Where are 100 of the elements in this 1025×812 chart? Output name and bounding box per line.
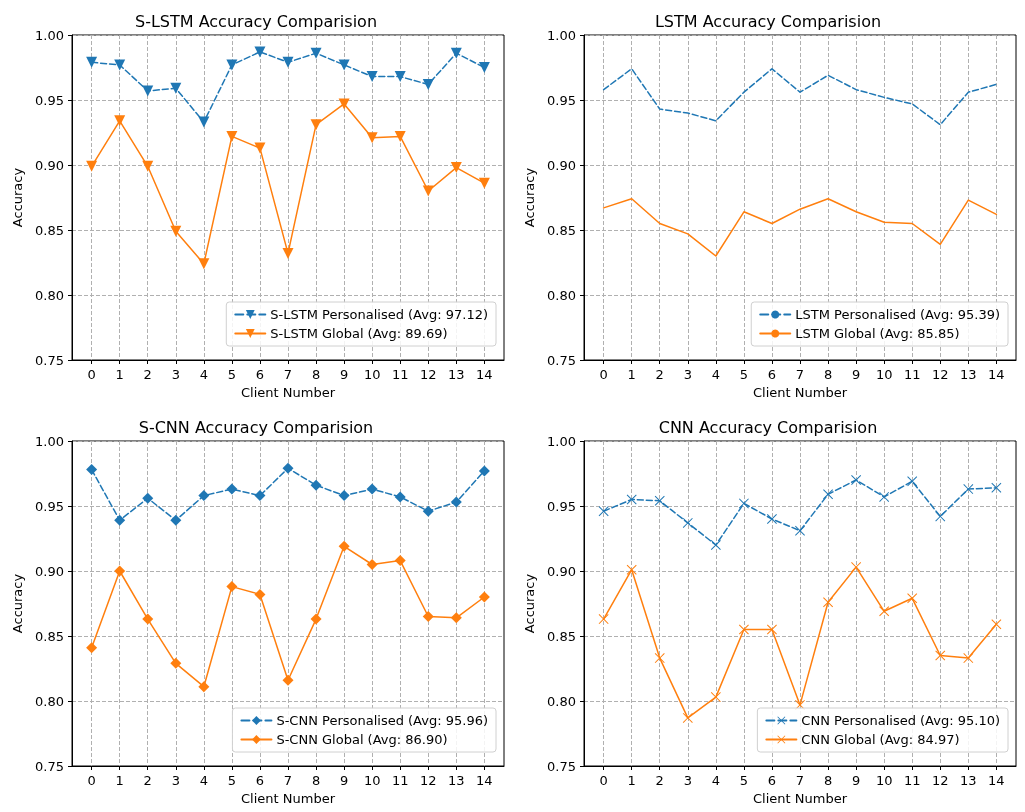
point bbox=[310, 479, 322, 491]
x-tick-label: 6 bbox=[767, 773, 777, 788]
point bbox=[142, 160, 154, 172]
point bbox=[682, 517, 693, 528]
point bbox=[282, 674, 294, 686]
y-tick-label: 0.75 bbox=[35, 758, 64, 774]
point bbox=[738, 498, 749, 509]
point bbox=[598, 614, 609, 625]
point bbox=[282, 462, 294, 474]
point bbox=[907, 476, 918, 487]
x-tick-label: 4 bbox=[711, 367, 720, 382]
x-axis-title: Client Number bbox=[753, 791, 848, 806]
point bbox=[738, 624, 749, 635]
point bbox=[282, 56, 294, 68]
point bbox=[991, 619, 1002, 630]
point bbox=[254, 490, 266, 502]
point bbox=[254, 142, 266, 154]
point bbox=[366, 483, 378, 495]
x-tick-label: 3 bbox=[171, 367, 180, 382]
point bbox=[879, 606, 890, 617]
point bbox=[963, 484, 974, 495]
x-tick-label: 13 bbox=[448, 773, 465, 788]
y-axis-title: Accuracy bbox=[10, 573, 25, 634]
x-tick-label: 10 bbox=[363, 367, 381, 382]
point bbox=[422, 78, 434, 90]
point bbox=[766, 624, 777, 635]
x-tick-label: 5 bbox=[739, 773, 749, 788]
y-tick-label: 0.80 bbox=[35, 693, 64, 709]
point bbox=[114, 115, 126, 127]
x-tick-label: 14 bbox=[988, 367, 1005, 382]
point bbox=[226, 483, 238, 495]
point bbox=[450, 162, 462, 174]
point bbox=[310, 119, 322, 131]
x-tick-label: 12 bbox=[419, 773, 437, 788]
x-tick-label: 9 bbox=[339, 773, 349, 788]
x-tick-label: 6 bbox=[255, 773, 265, 788]
x-tick-label: 2 bbox=[143, 367, 152, 382]
point bbox=[338, 59, 350, 71]
point bbox=[254, 588, 266, 600]
y-tick-label: 0.95 bbox=[35, 92, 64, 108]
x-tick-label: 4 bbox=[711, 773, 720, 788]
point bbox=[654, 495, 665, 506]
x-tick-label: 2 bbox=[655, 367, 664, 382]
x-tick-label: 8 bbox=[311, 367, 321, 382]
point bbox=[226, 59, 238, 71]
x-tick-label: 3 bbox=[171, 773, 180, 788]
point bbox=[963, 653, 974, 664]
chart-title: S-CNN Accuracy Comparision bbox=[138, 417, 374, 437]
point bbox=[338, 490, 350, 502]
x-tick-label: 12 bbox=[931, 367, 949, 382]
point bbox=[366, 132, 378, 144]
legend-label: S-LSTM Personalised (Avg: 97.12) bbox=[270, 307, 489, 322]
point bbox=[310, 613, 322, 625]
y-tick-label: 1.00 bbox=[547, 27, 576, 43]
x-tick-label: 5 bbox=[739, 367, 749, 382]
legend-label: LSTM Personalised (Avg: 95.39) bbox=[795, 307, 1000, 322]
x-tick-label: 11 bbox=[903, 773, 921, 788]
point bbox=[366, 559, 378, 570]
x-tick-label: 14 bbox=[476, 367, 493, 382]
y-tick-label: 0.90 bbox=[547, 563, 576, 579]
x-axis-title: Client Number bbox=[241, 791, 336, 806]
x-tick-label: 7 bbox=[795, 773, 805, 788]
x-tick-label: 5 bbox=[227, 367, 237, 382]
x-tick-label: 11 bbox=[391, 773, 409, 788]
x-tick-label: 2 bbox=[655, 773, 664, 788]
point bbox=[626, 564, 637, 575]
y-axis-title: Accuracy bbox=[522, 573, 537, 634]
x-tick-label: 9 bbox=[851, 773, 861, 788]
y-tick-label: 1.00 bbox=[35, 27, 64, 43]
x-tick-label: 0 bbox=[599, 773, 608, 788]
point bbox=[422, 505, 434, 517]
point bbox=[394, 71, 406, 83]
legend-label: CNN Global (Avg: 84.97) bbox=[801, 732, 960, 747]
y-tick-label: 0.95 bbox=[547, 92, 576, 108]
point bbox=[450, 612, 462, 624]
point bbox=[226, 581, 238, 593]
x-tick-label: 3 bbox=[683, 773, 692, 788]
x-tick-label: 10 bbox=[875, 367, 893, 382]
legend-label: S-CNN Global (Avg: 86.90) bbox=[276, 732, 448, 747]
y-tick-label: 0.95 bbox=[547, 498, 576, 514]
point bbox=[254, 46, 266, 58]
legend-label: S-CNN Personalised (Avg: 95.96) bbox=[276, 713, 489, 728]
x-tick-label: 13 bbox=[960, 773, 977, 788]
point bbox=[142, 492, 154, 504]
x-tick-label: 1 bbox=[627, 367, 636, 382]
legend-label: LSTM Global (Avg: 85.85) bbox=[795, 326, 960, 341]
point bbox=[198, 681, 210, 693]
x-tick-label: 1 bbox=[627, 773, 636, 788]
x-tick-label: 13 bbox=[448, 367, 465, 382]
y-tick-label: 0.85 bbox=[547, 628, 576, 644]
point bbox=[450, 496, 462, 508]
point bbox=[478, 177, 490, 189]
x-tick-label: 13 bbox=[960, 367, 977, 382]
point bbox=[394, 555, 406, 567]
y-tick-label: 0.95 bbox=[35, 498, 64, 514]
point bbox=[795, 525, 805, 536]
x-tick-label: 5 bbox=[227, 773, 237, 788]
x-tick-label: 11 bbox=[903, 367, 921, 382]
point bbox=[823, 489, 834, 500]
point bbox=[226, 130, 238, 142]
